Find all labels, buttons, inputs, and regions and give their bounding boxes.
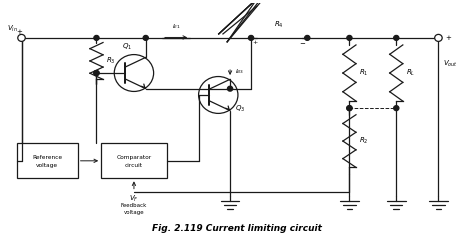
Circle shape <box>394 36 399 40</box>
Text: $R_1$: $R_1$ <box>359 68 368 78</box>
Text: $-$: $-$ <box>299 40 306 45</box>
Text: $V_{out}$: $V_{out}$ <box>443 59 458 69</box>
FancyBboxPatch shape <box>101 143 167 178</box>
Circle shape <box>94 71 99 75</box>
Text: $+$: $+$ <box>446 33 453 42</box>
Text: $R_L$: $R_L$ <box>406 68 415 78</box>
Text: $I_{B3}$: $I_{B3}$ <box>235 67 244 76</box>
Circle shape <box>18 34 25 41</box>
Text: voltage: voltage <box>124 210 144 215</box>
Text: $V_{in}$: $V_{in}$ <box>8 24 18 34</box>
Circle shape <box>394 106 399 111</box>
Circle shape <box>435 34 442 41</box>
Text: $R_4$: $R_4$ <box>274 20 284 30</box>
Text: $I_{E1}$: $I_{E1}$ <box>172 22 181 31</box>
Circle shape <box>143 36 148 40</box>
Circle shape <box>228 86 233 91</box>
FancyBboxPatch shape <box>17 143 78 178</box>
Text: Comparator: Comparator <box>117 155 152 160</box>
Text: circuit: circuit <box>125 163 143 168</box>
Text: $+$: $+$ <box>253 39 259 46</box>
Circle shape <box>305 36 310 40</box>
Circle shape <box>94 71 99 75</box>
Circle shape <box>347 36 352 40</box>
Text: $R_2$: $R_2$ <box>359 136 368 146</box>
Text: voltage: voltage <box>36 163 58 168</box>
Text: $V_F$: $V_F$ <box>129 194 139 204</box>
Text: $Q_3$: $Q_3$ <box>235 104 246 114</box>
Circle shape <box>94 36 99 40</box>
Text: $R_3$: $R_3$ <box>106 56 115 66</box>
Circle shape <box>347 106 352 111</box>
Text: $+$: $+$ <box>16 27 23 36</box>
Text: Reference: Reference <box>32 155 63 160</box>
Circle shape <box>347 106 352 111</box>
Circle shape <box>248 36 254 40</box>
Text: $Q_1$: $Q_1$ <box>122 42 132 52</box>
Text: Fig. 2.119 Current limiting circuit: Fig. 2.119 Current limiting circuit <box>152 224 322 233</box>
Text: Feedback: Feedback <box>121 203 147 207</box>
